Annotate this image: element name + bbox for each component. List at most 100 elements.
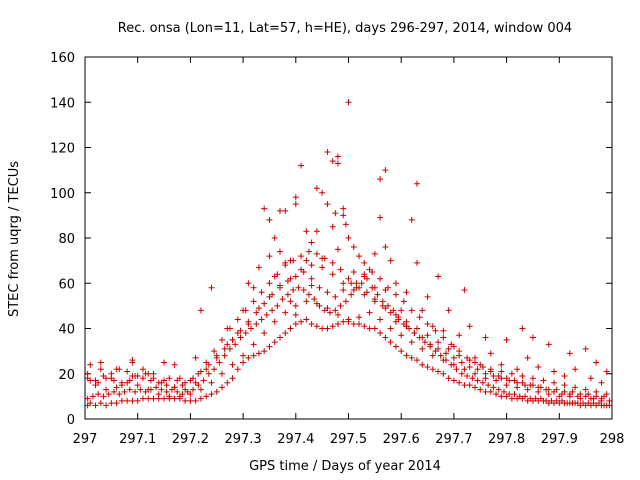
data-point [292, 320, 299, 327]
data-point [392, 280, 399, 287]
data-point [456, 379, 463, 386]
data-point [382, 244, 389, 251]
data-point [392, 318, 399, 325]
data-point [248, 325, 255, 332]
data-point [371, 250, 378, 257]
data-point [603, 368, 610, 375]
data-point [269, 307, 276, 314]
data-point [477, 386, 484, 393]
axis-ticks: 297 297.1 297.2 297.3 297.4 297.5 297.6 297.7 29… [50, 51, 624, 447]
data-point [221, 345, 228, 352]
data-point [110, 377, 117, 384]
data-point [414, 357, 421, 364]
data-point [366, 309, 373, 316]
data-point [537, 395, 544, 402]
data-point [561, 388, 568, 395]
data-point [190, 386, 197, 393]
data-point [182, 386, 189, 393]
data-point [371, 296, 378, 303]
data-point [308, 239, 315, 246]
data-point [350, 320, 357, 327]
data-point [295, 284, 302, 291]
data-point [145, 370, 152, 377]
data-point [271, 318, 278, 325]
data-point [84, 395, 91, 402]
data-point [163, 388, 170, 395]
data-point [161, 359, 168, 366]
data-point [319, 189, 326, 196]
data-point [313, 185, 320, 192]
data-point [527, 395, 534, 402]
data-points [84, 99, 613, 409]
data-point [414, 259, 421, 266]
data-point [435, 345, 442, 352]
data-point [324, 305, 331, 312]
data-point [477, 361, 484, 368]
data-point [424, 332, 431, 339]
data-point [105, 391, 112, 398]
data-point [345, 235, 352, 241]
data-point [161, 395, 168, 402]
data-point [337, 302, 344, 309]
data-point [524, 386, 531, 393]
data-point [311, 296, 318, 303]
data-point [340, 205, 347, 212]
data-point [440, 334, 447, 341]
data-point [582, 345, 589, 352]
data-point [572, 366, 579, 373]
x-tick-label: 297.4 [277, 432, 314, 447]
data-point [450, 377, 457, 384]
data-point [284, 291, 291, 298]
data-point [598, 379, 605, 386]
y-tick-label: 100 [50, 187, 75, 202]
y-tick-label: 60 [58, 277, 75, 292]
data-point [537, 384, 544, 391]
data-point [182, 397, 189, 404]
data-point [458, 359, 465, 366]
data-point [155, 391, 162, 398]
data-point [332, 210, 339, 217]
data-point [163, 382, 170, 389]
data-point [498, 375, 505, 382]
data-point [271, 235, 278, 241]
data-point [329, 223, 336, 230]
data-point [529, 334, 536, 341]
data-point [116, 391, 123, 398]
data-point [124, 368, 131, 375]
data-point [466, 357, 473, 364]
data-point [471, 370, 478, 377]
data-point [356, 253, 363, 260]
data-point [197, 386, 204, 393]
data-point [300, 287, 307, 294]
data-point [529, 375, 536, 382]
data-point [129, 373, 136, 380]
data-point [493, 377, 500, 384]
data-point [211, 348, 218, 355]
data-point [324, 201, 331, 208]
data-point [292, 302, 299, 309]
x-tick-label: 297.9 [541, 432, 578, 447]
y-tick-label: 120 [50, 142, 75, 157]
data-point [466, 323, 473, 330]
data-point [192, 354, 199, 361]
data-point [97, 366, 104, 373]
data-point [435, 273, 442, 280]
data-point [305, 291, 312, 298]
data-point [440, 327, 447, 334]
data-point [403, 289, 410, 296]
data-point [345, 316, 352, 323]
data-point [371, 284, 378, 291]
data-point [308, 262, 315, 269]
data-point [266, 280, 273, 287]
y-tick-label: 160 [50, 51, 75, 66]
data-point [350, 244, 357, 251]
data-point [545, 386, 552, 393]
data-point [524, 354, 531, 361]
data-point [345, 99, 352, 106]
data-point [292, 311, 299, 318]
data-point [495, 386, 502, 393]
data-point [332, 307, 339, 314]
data-point [334, 153, 341, 160]
data-point [471, 384, 478, 391]
data-point [532, 395, 539, 402]
